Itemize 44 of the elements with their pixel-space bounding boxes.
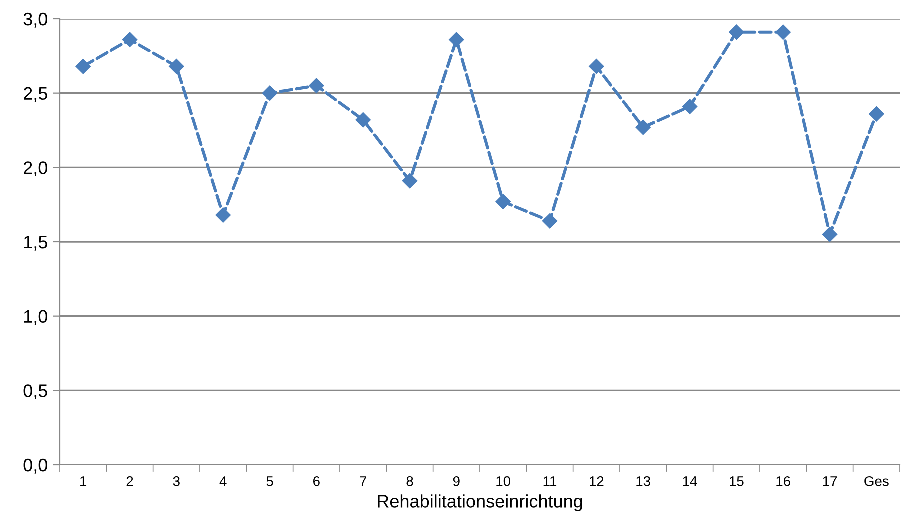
point	[449, 32, 464, 48]
y-tick-label: 2,5	[24, 87, 48, 102]
x-tick-label: 17	[823, 476, 838, 486]
x-tick-label: 3	[173, 476, 180, 486]
point	[822, 226, 838, 242]
x-tick-label: 1	[80, 476, 87, 486]
point	[402, 173, 418, 189]
x-tick-label: 10	[496, 476, 511, 486]
y-tick-label: 2,0	[24, 162, 48, 177]
point	[682, 99, 698, 114]
point	[356, 112, 371, 128]
point	[542, 214, 558, 229]
x-tick-label: 15	[730, 476, 744, 486]
point	[76, 59, 91, 74]
point	[262, 86, 278, 101]
y-tick-label: 1,0	[24, 310, 48, 326]
x-tick-label: 7	[360, 476, 366, 486]
x-tick-label: 2	[126, 476, 134, 486]
x-tick-label: 8	[406, 476, 414, 486]
point	[309, 78, 324, 94]
point	[496, 194, 511, 210]
point	[216, 208, 231, 223]
point	[122, 32, 138, 48]
point	[636, 120, 651, 136]
y-tick-label: 1,5	[24, 236, 48, 251]
x-tick-label: 14	[683, 476, 698, 486]
x-tick-label: 16	[776, 476, 790, 486]
x-axis-title: Rehabilitationseinrichtung	[378, 494, 582, 512]
y-tick-label: 3,0	[24, 12, 48, 28]
x-tick-label: 12	[590, 476, 604, 486]
x-tick-label: 5	[266, 476, 274, 486]
y-tick-label: 0,0	[24, 458, 48, 474]
point	[776, 24, 791, 40]
point	[589, 59, 604, 74]
point	[169, 59, 184, 74]
x-tick-label: 6	[314, 476, 320, 486]
point	[729, 24, 744, 40]
x-tick-label: Ges	[864, 476, 889, 486]
y-tick-label: 0,5	[24, 384, 48, 400]
point	[869, 106, 884, 122]
x-tick-label: 11	[544, 476, 557, 486]
x-tick-label: 13	[636, 476, 650, 486]
x-tick-label: 9	[453, 476, 460, 486]
x-tick-label: 4	[220, 476, 227, 486]
